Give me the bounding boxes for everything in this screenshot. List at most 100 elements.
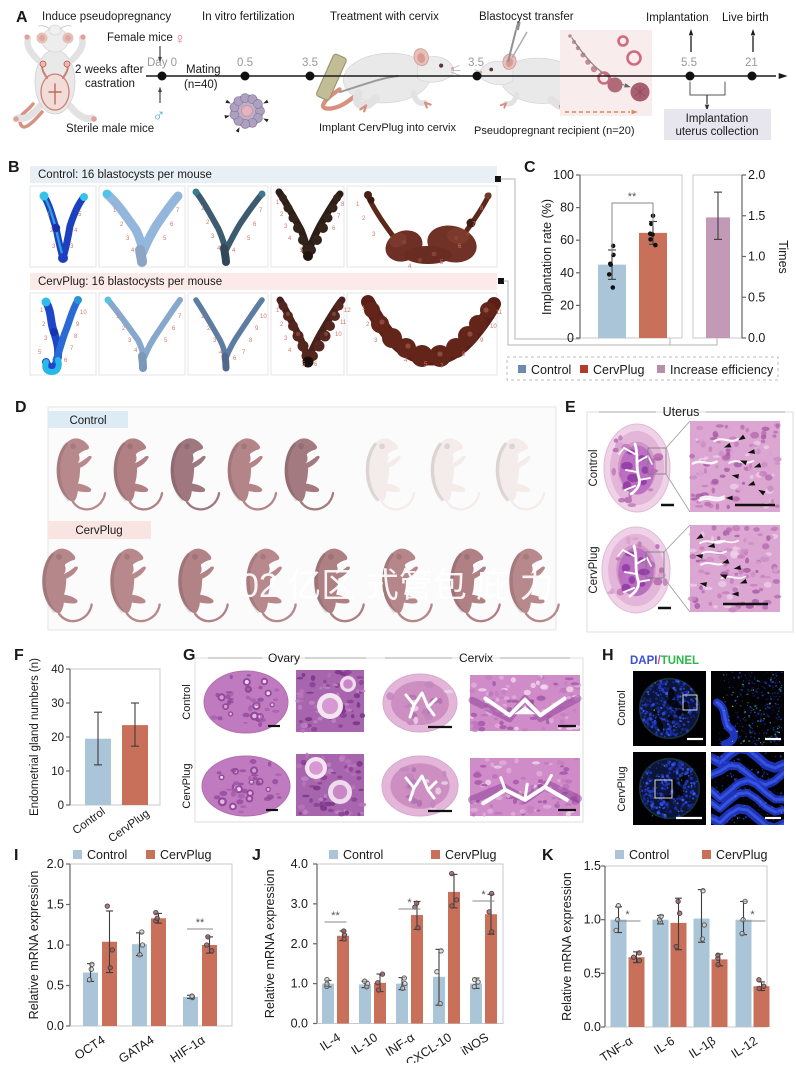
- svg-text:5: 5: [163, 236, 167, 242]
- svg-text:3: 3: [128, 338, 132, 344]
- svg-text:7: 7: [259, 208, 263, 214]
- svg-text:4: 4: [74, 228, 78, 234]
- svg-text:60: 60: [560, 233, 574, 247]
- svg-text:Cervix: Cervix: [459, 651, 493, 665]
- svg-text:D: D: [15, 399, 27, 416]
- svg-text:7: 7: [178, 314, 182, 320]
- svg-text:Control: 16 blastocysts per mo: Control: 16 blastocysts per mouse: [38, 169, 212, 181]
- svg-text:3.5: 3.5: [468, 57, 484, 69]
- svg-text:4: 4: [288, 236, 292, 242]
- svg-text:I: I: [14, 847, 18, 864]
- svg-text:1.5: 1.5: [748, 209, 765, 223]
- svg-text:8: 8: [74, 334, 78, 340]
- svg-text:2: 2: [207, 326, 211, 332]
- svg-text:0.0: 0.0: [748, 331, 765, 345]
- svg-text:11: 11: [340, 320, 347, 326]
- svg-text:K: K: [542, 847, 554, 864]
- svg-text:02 亿区 式管包 庇 力: 02 亿区 式管包 庇 力: [240, 567, 554, 605]
- svg-text:CervPlug: CervPlug: [616, 766, 628, 811]
- svg-text:Implantation: Implantation: [686, 113, 749, 125]
- svg-text:0.5: 0.5: [237, 57, 253, 69]
- svg-text:9: 9: [480, 338, 484, 344]
- svg-text:1: 1: [356, 202, 360, 208]
- svg-text:7: 7: [176, 208, 180, 214]
- svg-text:Control: Control: [69, 415, 106, 427]
- svg-text:4: 4: [134, 348, 138, 354]
- svg-text:Implantation rate (%): Implantation rate (%): [540, 199, 554, 315]
- svg-text:CervPlug: CervPlug: [75, 525, 122, 537]
- svg-text:0.0: 0.0: [291, 1017, 308, 1031]
- svg-text:1: 1: [47, 212, 51, 218]
- svg-text:Female mice: Female mice: [107, 32, 173, 44]
- svg-text:3: 3: [70, 244, 74, 250]
- svg-text:3.0: 3.0: [291, 897, 308, 911]
- svg-text:8: 8: [462, 352, 466, 358]
- svg-text:5: 5: [440, 260, 444, 266]
- svg-text:5: 5: [302, 362, 306, 368]
- svg-text:10: 10: [51, 766, 64, 778]
- svg-text:Pseudopregnant recipient (n=20: Pseudopregnant recipient (n=20): [474, 125, 635, 137]
- svg-text:100: 100: [553, 168, 574, 182]
- svg-text:1.0: 1.0: [584, 913, 601, 927]
- svg-text:(n=40): (n=40): [184, 79, 218, 91]
- svg-text:F: F: [14, 647, 24, 664]
- svg-text:6: 6: [332, 226, 336, 232]
- svg-text:Control: Control: [629, 848, 669, 862]
- svg-text:Control: Control: [343, 848, 383, 862]
- svg-text:4: 4: [288, 348, 292, 354]
- svg-text:7: 7: [242, 350, 246, 356]
- svg-text:Relative mRNA expression: Relative mRNA expression: [27, 871, 41, 1020]
- svg-text:2.0: 2.0: [748, 168, 765, 182]
- svg-text:Uterus: Uterus: [663, 405, 700, 419]
- svg-text:3.5: 3.5: [302, 57, 318, 69]
- svg-text:DAPI/TUNEL: DAPI/TUNEL: [630, 655, 699, 667]
- svg-text:5: 5: [300, 248, 304, 254]
- svg-text:G: G: [183, 647, 195, 664]
- svg-text:21: 21: [745, 57, 758, 69]
- svg-text:A: A: [16, 9, 28, 26]
- svg-text:Control: Control: [87, 848, 127, 862]
- svg-text:**: **: [628, 191, 637, 203]
- svg-text:0.5: 0.5: [47, 979, 64, 993]
- svg-text:6: 6: [314, 362, 318, 368]
- svg-text:6: 6: [172, 326, 176, 332]
- svg-text:3: 3: [213, 338, 217, 344]
- svg-text:5: 5: [38, 350, 42, 356]
- svg-text:2: 2: [362, 216, 366, 222]
- svg-text:1: 1: [276, 308, 280, 314]
- svg-text:Control: Control: [181, 684, 193, 719]
- svg-text:5: 5: [424, 362, 428, 368]
- svg-text:CervPlug: CervPlug: [181, 763, 193, 808]
- svg-text:*: *: [625, 909, 630, 921]
- svg-text:3: 3: [44, 336, 48, 342]
- svg-text:7: 7: [337, 214, 341, 220]
- svg-text:8: 8: [480, 206, 484, 212]
- svg-text:3: 3: [211, 234, 215, 240]
- svg-text:CervPlug: 16 blastocysts per m: CervPlug: 16 blastocysts per mouse: [38, 276, 222, 288]
- svg-text:10: 10: [335, 332, 342, 338]
- svg-text:11: 11: [496, 310, 503, 316]
- svg-text:40: 40: [560, 266, 574, 280]
- svg-text:2.0: 2.0: [47, 857, 64, 871]
- svg-text:6: 6: [233, 356, 237, 362]
- svg-text:0.0: 0.0: [584, 1020, 601, 1034]
- svg-text:9: 9: [255, 326, 259, 332]
- svg-text:2.0: 2.0: [291, 937, 308, 951]
- svg-text:30: 30: [51, 698, 64, 710]
- svg-text:4: 4: [217, 246, 221, 252]
- svg-text:Control: Control: [588, 449, 600, 486]
- svg-text:2: 2: [42, 322, 46, 328]
- svg-text:6: 6: [170, 222, 174, 228]
- svg-text:E: E: [565, 399, 576, 416]
- svg-text:Relative mRNA expression: Relative mRNA expression: [263, 869, 277, 1018]
- svg-text:8: 8: [341, 202, 345, 208]
- svg-text:1.5: 1.5: [584, 859, 601, 873]
- svg-text:*: *: [407, 897, 412, 909]
- svg-text:**: **: [196, 917, 205, 929]
- svg-text:3: 3: [372, 232, 376, 238]
- svg-text:♂: ♂: [152, 105, 166, 125]
- svg-text:CervPlug: CervPlug: [588, 546, 600, 593]
- svg-text:*: *: [481, 889, 486, 901]
- svg-text:0: 0: [58, 800, 64, 812]
- svg-text:5.5: 5.5: [681, 57, 697, 69]
